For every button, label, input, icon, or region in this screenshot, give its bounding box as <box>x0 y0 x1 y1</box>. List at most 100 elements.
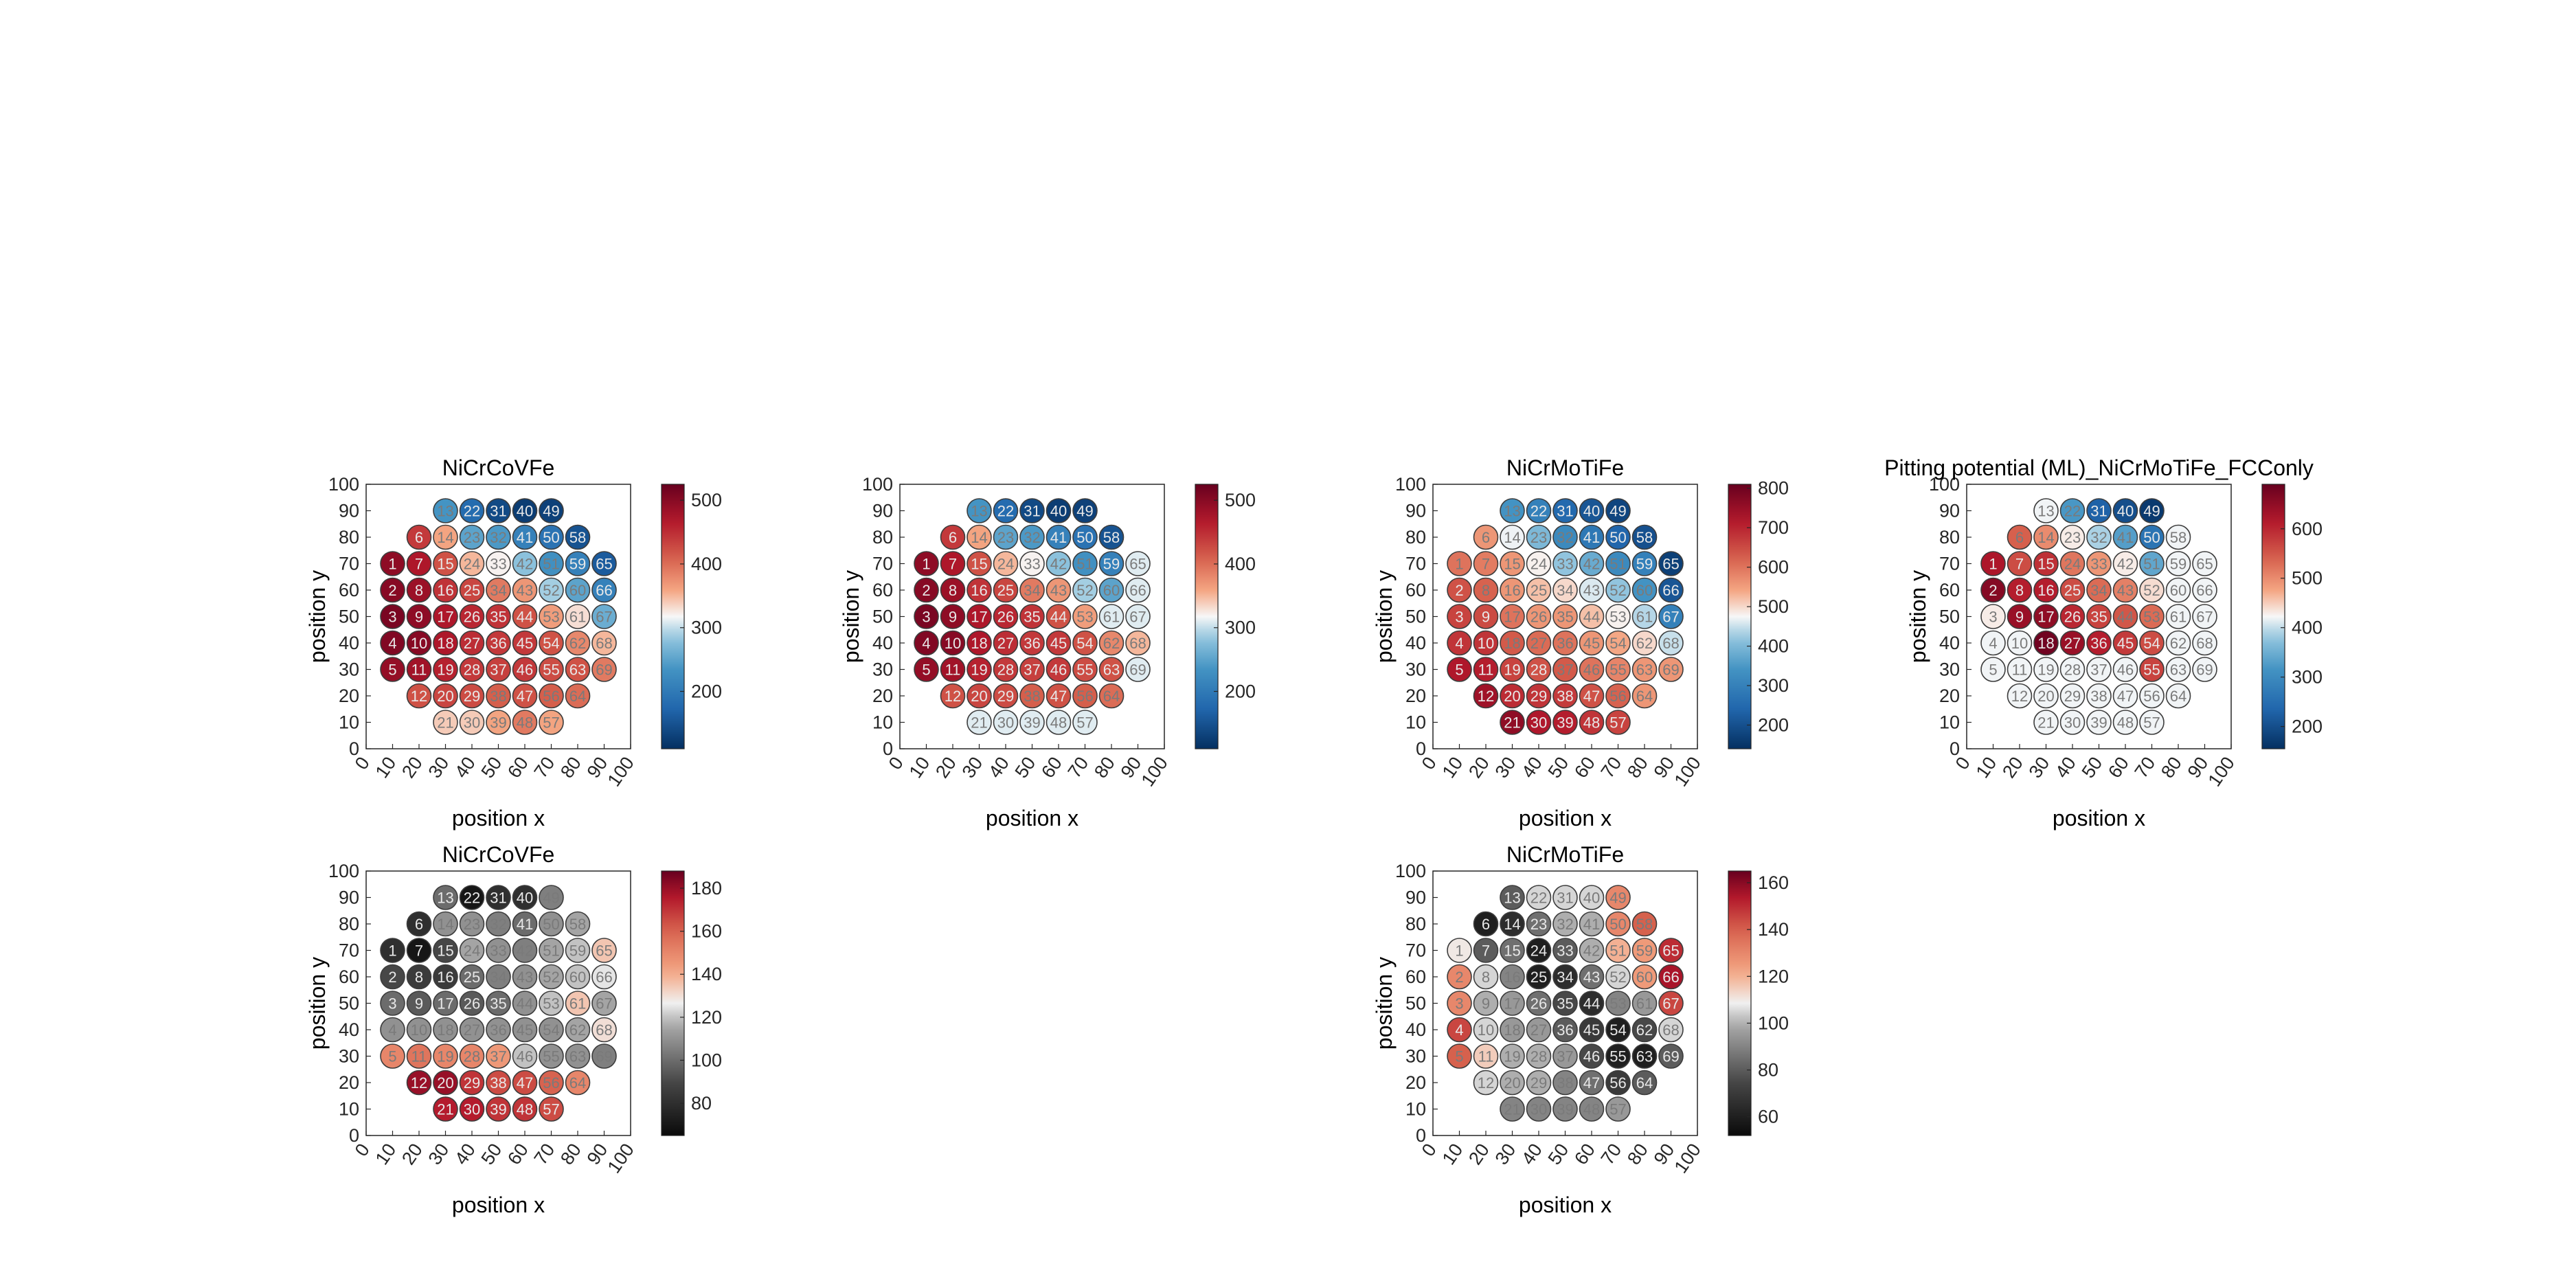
point-marker <box>539 657 564 682</box>
point-marker <box>2112 657 2138 682</box>
measurement-point-27: 27 <box>459 630 485 656</box>
measurement-point-26: 26 <box>993 604 1019 629</box>
measurement-point-55: 55 <box>539 1043 564 1069</box>
measurement-point-61: 61 <box>2165 604 2191 629</box>
measurement-point-55: 55 <box>1605 657 1631 682</box>
measurement-point-6: 6 <box>1473 911 1499 937</box>
point-label: 7 <box>2015 556 2024 573</box>
point-marker <box>993 683 1019 709</box>
point-label: 43 <box>1050 582 1067 599</box>
measurement-point-57: 57 <box>539 710 564 735</box>
point-marker <box>512 938 538 963</box>
point-marker <box>1447 1043 1472 1069</box>
point-label: 41 <box>1583 916 1600 933</box>
point-label: 19 <box>971 662 987 679</box>
point-marker <box>486 630 511 656</box>
measurement-point-31: 31 <box>486 498 511 523</box>
measurement-point-48: 48 <box>512 1096 538 1122</box>
measurement-point-38: 38 <box>1552 1070 1578 1096</box>
measurement-point-16: 16 <box>433 964 458 990</box>
point-label: 29 <box>1530 688 1547 705</box>
measurement-point-7: 7 <box>406 551 432 576</box>
point-marker <box>2086 551 2112 576</box>
measurement-point-25: 25 <box>993 577 1019 603</box>
measurement-point-19: 19 <box>1500 1043 1525 1069</box>
measurement-point-26: 26 <box>1526 604 1552 629</box>
measurement-point-62: 62 <box>2165 630 2191 656</box>
point-label: 37 <box>1557 662 1573 679</box>
y-tick-label: 10 <box>339 712 359 733</box>
point-marker <box>1579 1043 1605 1069</box>
point-label: 6 <box>949 529 957 546</box>
measurement-point-30: 30 <box>1526 1096 1552 1122</box>
measurement-point-1: 1 <box>1980 551 2006 576</box>
point-label: 14 <box>437 916 453 933</box>
point-marker <box>1605 1043 1631 1069</box>
point-marker <box>406 1017 432 1043</box>
colorbar-tick-label: 300 <box>1758 675 1789 696</box>
measurement-point-20: 20 <box>1500 1070 1525 1096</box>
y-tick-label: 40 <box>339 633 359 653</box>
measurement-point-68: 68 <box>2192 630 2217 656</box>
point-marker <box>1046 577 1072 603</box>
measurement-point-24: 24 <box>1526 551 1552 576</box>
point-marker <box>1500 524 1525 550</box>
point-marker <box>1526 964 1552 990</box>
measurement-point-68: 68 <box>591 1017 617 1043</box>
measurement-point-56: 56 <box>1605 1070 1631 1096</box>
measurement-point-7: 7 <box>1473 938 1499 963</box>
point-label: 58 <box>2170 529 2187 546</box>
point-marker <box>967 630 992 656</box>
point-marker <box>1631 964 1658 990</box>
measurement-point-52: 52 <box>539 964 564 990</box>
point-label: 69 <box>596 662 612 679</box>
point-label: 43 <box>1583 582 1600 599</box>
point-label: 4 <box>1455 1021 1463 1039</box>
measurement-point-65: 65 <box>1125 551 1151 576</box>
measurement-point-16: 16 <box>967 577 992 603</box>
point-label: 27 <box>1530 635 1547 652</box>
measurement-point-56: 56 <box>539 1070 564 1096</box>
measurement-point-8: 8 <box>1473 964 1499 990</box>
measurement-point-37: 37 <box>486 1043 511 1069</box>
point-marker <box>380 604 405 629</box>
measurement-point-39: 39 <box>486 710 511 735</box>
x-tick-label: 60 <box>1037 753 1066 782</box>
point-marker <box>2165 657 2191 682</box>
measurement-point-64: 64 <box>2165 683 2191 709</box>
measurement-point-17: 17 <box>1500 604 1525 629</box>
point-label: 13 <box>1504 503 1520 520</box>
point-label: 11 <box>411 662 427 679</box>
point-label: 61 <box>1636 609 1653 626</box>
y-tick-label: 50 <box>339 993 359 1014</box>
point-label: 39 <box>490 714 506 732</box>
measurement-point-18: 18 <box>433 1017 458 1043</box>
measurement-point-4: 4 <box>1447 630 1472 656</box>
x-tick-label: 100 <box>1670 1140 1704 1177</box>
point-label: 47 <box>1050 688 1067 705</box>
point-marker <box>1500 911 1525 937</box>
measurement-point-22: 22 <box>1526 498 1552 523</box>
point-label: 42 <box>1583 942 1600 960</box>
point-label: 10 <box>2011 635 2028 652</box>
x-tick-label: 70 <box>1597 753 1626 782</box>
measurement-point-49: 49 <box>539 885 564 910</box>
point-label: 16 <box>1504 582 1520 599</box>
point-label: 63 <box>1103 662 1120 679</box>
measurement-point-45: 45 <box>2112 630 2138 656</box>
point-marker <box>1125 577 1151 603</box>
measurement-point-52: 52 <box>2139 577 2165 603</box>
measurement-point-19: 19 <box>433 1043 458 1069</box>
measurement-point-2: 2 <box>1447 577 1472 603</box>
measurement-point-34: 34 <box>486 577 511 603</box>
point-label: 69 <box>1129 662 1146 679</box>
measurement-point-38: 38 <box>486 1070 511 1096</box>
x-tick-label: 40 <box>451 753 479 782</box>
measurement-point-67: 67 <box>1658 604 1684 629</box>
measurement-point-43: 43 <box>2112 577 2138 603</box>
y-tick-label: 40 <box>339 1019 359 1040</box>
measurement-point-45: 45 <box>1046 630 1072 656</box>
measurement-point-61: 61 <box>1098 604 1125 629</box>
measurement-point-47: 47 <box>1046 683 1072 709</box>
measurement-point-51: 51 <box>1605 938 1631 963</box>
